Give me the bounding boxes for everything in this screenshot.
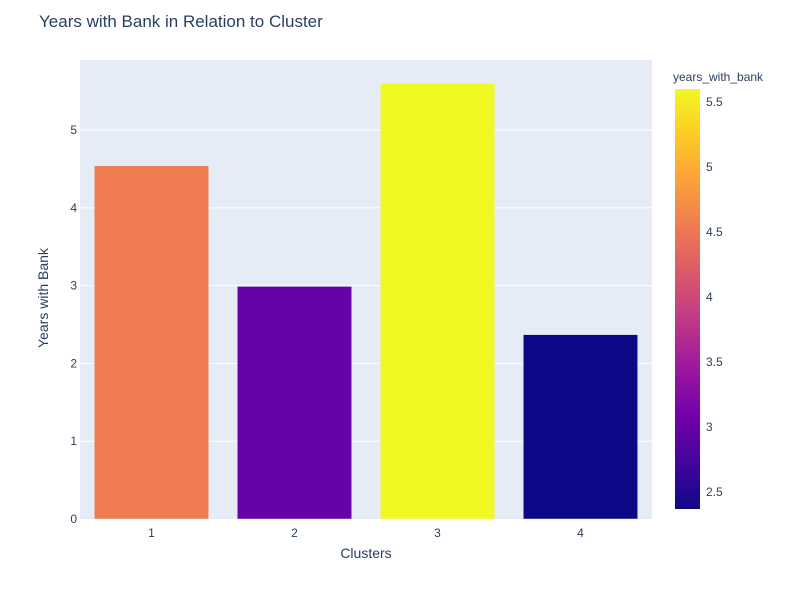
x-tick-label: 4 <box>577 526 584 540</box>
colorbar-tick-label: 5 <box>706 160 713 174</box>
chart-title: Years with Bank in Relation to Cluster <box>39 12 323 31</box>
bar-cluster-1 <box>94 165 209 520</box>
colorbar-tick-label: 3.5 <box>706 355 723 369</box>
y-tick-label: 5 <box>70 123 77 137</box>
y-tick-label: 2 <box>70 356 77 370</box>
colorbar-tick-label: 5.5 <box>706 95 723 109</box>
colorbar-tick-label: 3 <box>706 420 713 434</box>
colorbar <box>675 89 700 509</box>
y-tick-label: 4 <box>70 201 77 215</box>
colorbar-tick-label: 4.5 <box>706 225 723 239</box>
colorbar-title: years_with_bank <box>673 70 764 84</box>
colorbar-tick-label: 2.5 <box>706 485 723 499</box>
y-tick-label: 1 <box>70 434 77 448</box>
y-tick-label: 0 <box>70 512 77 526</box>
x-tick-label: 2 <box>291 526 298 540</box>
y-tick-label: 3 <box>70 279 77 293</box>
colorbar-tick-label: 4 <box>706 290 713 304</box>
x-tick-label: 3 <box>434 526 441 540</box>
x-tick-label: 1 <box>148 526 155 540</box>
bar-cluster-3 <box>380 83 495 520</box>
x-axis-title: Clusters <box>340 545 392 561</box>
bar-cluster-2 <box>237 286 352 520</box>
bar-cluster-4 <box>523 334 638 520</box>
